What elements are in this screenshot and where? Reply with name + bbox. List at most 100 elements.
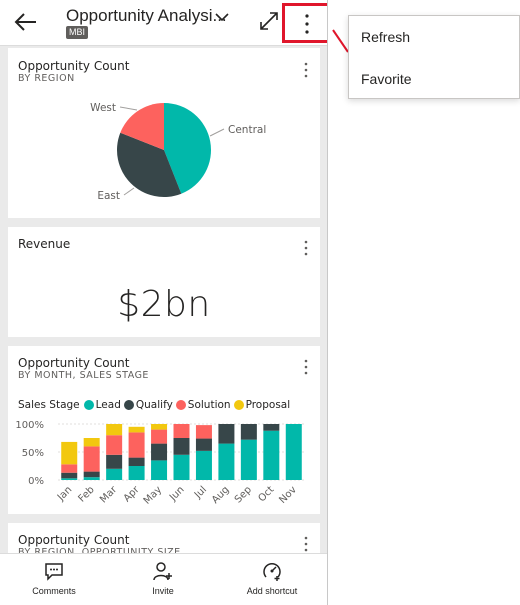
stacked-bar-chart: 100%50%0%Jan Feb Mar Apr May Jun Jul Aug Sep Oct N… [15, 420, 305, 507]
bar-segment-jun-qualify[interactable] [173, 438, 190, 455]
card-subtitle: BY REGION, OPPORTUNITY SIZE [18, 547, 181, 558]
app-header: Opportunity Analysi... MBI [0, 0, 327, 46]
card-title: Opportunity Count [18, 356, 130, 370]
menu-item-refresh[interactable]: Refresh [361, 29, 411, 45]
legend-title: Sales Stage [18, 399, 80, 411]
bar-segment-jun-lead[interactable] [173, 454, 190, 480]
bar-segment-mar-solution[interactable] [106, 435, 123, 455]
add-shortcut-icon [263, 562, 281, 581]
pie-slice-central[interactable] [164, 103, 211, 194]
pie-chart-card[interactable]: Opportunity Count BY REGION Central East W… [8, 48, 320, 218]
bar-segment-feb-lead[interactable] [83, 477, 100, 480]
bar-segment-apr-qualify[interactable] [128, 457, 145, 466]
pie-slice-east[interactable] [117, 132, 182, 197]
bar-segment-oct-qualify[interactable] [263, 424, 280, 431]
bar-segment-aug-qualify[interactable] [218, 424, 235, 444]
nav-label: Comments [32, 586, 76, 596]
pie-label-east: East [97, 190, 120, 202]
back-arrow-icon[interactable] [12, 10, 38, 34]
bar-segment-feb-solution[interactable] [83, 446, 100, 472]
nav-comments[interactable]: Comments [9, 560, 99, 604]
bottom-navigation: Comments Invite Add shortcut [0, 553, 327, 605]
options-menu: Refresh Favorite [348, 15, 520, 99]
bar-segment-aug-lead[interactable] [218, 443, 235, 480]
legend-item-proposal[interactable]: Proposal [233, 399, 291, 411]
bar-segment-jun-solution[interactable] [173, 424, 190, 438]
bar-segment-mar-lead[interactable] [106, 468, 123, 480]
bar-segment-sep-lead[interactable] [240, 439, 257, 480]
pie-slice-west[interactable] [120, 103, 164, 150]
nav-invite[interactable]: Invite [118, 560, 208, 604]
card-more-icon[interactable] [304, 240, 308, 256]
legend-swatch [175, 400, 186, 410]
bar-segment-jul-lead[interactable] [195, 450, 212, 480]
bar-segment-mar-proposal[interactable] [106, 424, 123, 436]
legend-item-lead[interactable]: Lead [83, 399, 121, 411]
bar-segment-jan-solution[interactable] [61, 464, 78, 473]
card-more-icon[interactable] [304, 536, 308, 552]
revenue-value: $2bn [117, 284, 211, 325]
bar-segment-feb-proposal[interactable] [83, 438, 100, 447]
comment-icon [45, 563, 63, 581]
expand-icon[interactable] [258, 10, 280, 32]
workspace-badge: MBI [66, 26, 89, 39]
revenue-card[interactable]: Revenue $2bn [8, 227, 320, 337]
bar-segment-jul-qualify[interactable] [195, 438, 212, 451]
dashboard-title[interactable]: Opportunity Analysi... [66, 6, 227, 25]
y-tick-label: 50% [22, 448, 44, 459]
bar-segment-apr-lead[interactable] [128, 466, 145, 480]
phone-app: Opportunity Analysi... MBI Opportunity C… [0, 0, 328, 605]
card-title: Revenue [18, 237, 71, 251]
bar-segment-may-proposal[interactable] [151, 424, 168, 430]
bar-segment-mar-qualify[interactable] [106, 454, 123, 469]
chart-legend: Sales Stage Lead Qualify Solution Proposal [18, 398, 293, 412]
invite-person-icon [153, 562, 172, 581]
legend-item-qualify[interactable]: Qualify [123, 399, 173, 411]
y-tick-label: 0% [28, 476, 44, 487]
chevron-down-icon[interactable] [214, 11, 230, 23]
legend-label: Lead [95, 399, 121, 411]
menu-item-favorite[interactable]: Favorite [361, 71, 412, 87]
bar-segment-oct-lead[interactable] [263, 430, 280, 480]
bar-segment-apr-solution[interactable] [128, 432, 145, 458]
more-vertical-icon [305, 14, 309, 34]
legend-label: Proposal [245, 399, 291, 411]
pie-label-west: West [90, 102, 116, 114]
bar-segment-jul-solution[interactable] [195, 425, 212, 439]
card-subtitle: BY REGION [18, 73, 75, 84]
bar-chart-card[interactable]: Opportunity Count BY MONTH, SALES STAGE … [8, 346, 320, 514]
legend-swatch [233, 400, 244, 410]
legend-item-solution[interactable]: Solution [175, 399, 231, 411]
bar-segment-may-qualify[interactable] [151, 443, 168, 461]
more-options-button[interactable] [282, 3, 327, 43]
y-tick-label: 100% [15, 420, 44, 431]
card-title: Opportunity Count [18, 533, 130, 547]
card-subtitle: BY MONTH, SALES STAGE [18, 370, 149, 381]
pie-leader-line [119, 106, 138, 111]
nav-add-shortcut[interactable]: Add shortcut [227, 560, 317, 604]
bar-segment-nov-lead[interactable] [285, 424, 302, 480]
bar-segment-jan-qualify[interactable] [61, 472, 78, 479]
pie-label-central: Central [228, 124, 266, 136]
bar-segment-may-lead[interactable] [151, 460, 168, 480]
bar-segment-jan-lead[interactable] [61, 478, 78, 480]
legend-label: Solution [187, 399, 231, 411]
bar-segment-sep-qualify[interactable] [240, 424, 257, 440]
card-more-icon[interactable] [304, 62, 308, 78]
legend-swatch [123, 400, 134, 410]
pie-leader-line [123, 187, 135, 196]
card-more-icon[interactable] [304, 359, 308, 375]
pie-leader-line [209, 128, 225, 137]
bar-segment-apr-proposal[interactable] [128, 426, 145, 433]
card-title: Opportunity Count [18, 59, 130, 73]
pie-chart: Central East West [90, 102, 266, 202]
bar-segment-may-solution[interactable] [151, 429, 168, 444]
nav-label: Invite [152, 586, 174, 596]
bar-segment-jan-proposal[interactable] [61, 441, 78, 465]
legend-label: Qualify [135, 399, 173, 411]
nav-label: Add shortcut [246, 586, 298, 596]
bar-segment-feb-qualify[interactable] [83, 471, 100, 478]
legend-swatch [83, 400, 94, 410]
